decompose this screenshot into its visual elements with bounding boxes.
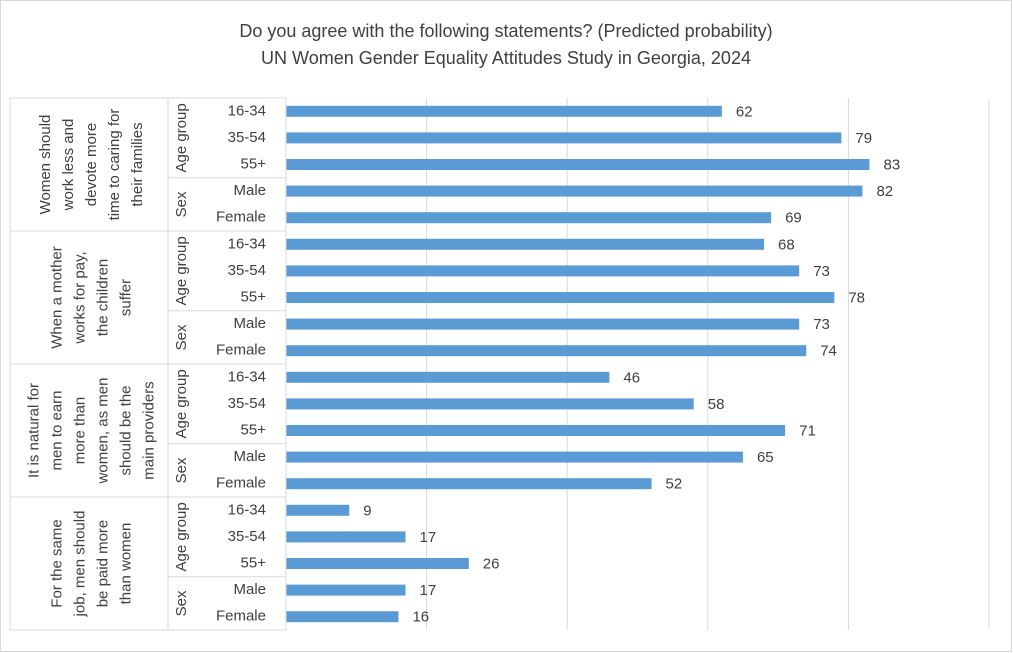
subgroup-label: Sex: [173, 191, 190, 217]
value-label: 16: [412, 609, 429, 626]
bar: [286, 132, 842, 144]
group-label: their families: [129, 122, 146, 206]
y-tick-label: 55+: [241, 554, 267, 571]
group-label: should be the: [117, 385, 134, 475]
subgroup-label: Sex: [173, 324, 190, 350]
bar: [286, 185, 863, 197]
bar: [286, 558, 469, 569]
value-label: 69: [785, 210, 802, 227]
y-tick-label: 16-34: [228, 501, 266, 518]
value-label: 71: [799, 422, 816, 439]
value-label: 83: [883, 156, 900, 173]
group-label: main providers: [140, 381, 157, 479]
bar: [286, 425, 786, 436]
group-label: women, as men: [94, 378, 111, 485]
group-label: Women should: [37, 115, 54, 215]
bar: [286, 105, 722, 117]
bar: [286, 292, 835, 303]
bar: [286, 318, 800, 330]
group-label: than women: [117, 523, 134, 605]
subgroup-label: Sex: [173, 590, 190, 616]
subgroup-label: Age group: [173, 369, 190, 438]
subgroup-label: Age group: [173, 236, 190, 305]
group-label: suffer: [117, 279, 134, 316]
value-label: 26: [483, 555, 500, 572]
group-label: When a mother: [48, 246, 65, 349]
y-tick-label: 16-34: [228, 368, 266, 385]
y-tick-label: Male: [233, 448, 266, 465]
value-label: 62: [736, 103, 753, 120]
y-tick-label: Female: [216, 209, 266, 226]
value-label: 79: [855, 130, 872, 147]
subgroup-label: Age group: [173, 502, 190, 571]
group-label: more than: [71, 397, 88, 465]
chart-subtitle: UN Women Gender Equality Attitudes Study…: [261, 48, 751, 68]
y-tick-label: Male: [233, 182, 266, 199]
group-label: devote more: [83, 123, 100, 206]
subgroup-label: Age group: [173, 103, 190, 172]
value-label: 46: [623, 369, 640, 386]
group-label: time to caring for: [106, 109, 123, 221]
value-label: 73: [813, 316, 830, 333]
value-label: 73: [813, 263, 830, 280]
value-label: 74: [820, 343, 837, 360]
y-tick-label: Male: [233, 315, 266, 332]
bar: [286, 159, 870, 170]
group-label: It is natural for: [25, 383, 42, 478]
group-label: the children: [94, 259, 111, 337]
y-tick-label: 35-54: [228, 395, 266, 412]
y-tick-label: Female: [216, 342, 266, 359]
group-label: works for pay,: [71, 251, 88, 344]
bar: [286, 478, 652, 490]
value-label: 82: [876, 183, 893, 200]
y-tick-label: 35-54: [228, 129, 266, 146]
group-label: job, men should: [71, 511, 88, 618]
group-label: work less and: [60, 119, 77, 212]
y-tick-label: 35-54: [228, 262, 266, 279]
bar: [286, 584, 406, 596]
y-tick-label: 35-54: [228, 528, 266, 545]
bar: [286, 371, 610, 383]
bar: [286, 265, 800, 277]
value-label: 52: [666, 476, 683, 493]
value-label: 17: [420, 582, 437, 599]
y-tick-label: Male: [233, 581, 266, 598]
value-label: 9: [363, 502, 371, 519]
bar: [286, 398, 694, 410]
y-tick-label: 55+: [241, 155, 267, 172]
bar: [286, 238, 765, 250]
value-label: 17: [420, 529, 437, 546]
bar: [286, 212, 772, 224]
group-label: men to earn: [48, 390, 65, 470]
subgroup-label: Sex: [173, 457, 190, 483]
bar: [286, 345, 807, 357]
bar: [286, 611, 399, 623]
bar: [286, 451, 743, 463]
value-label: 58: [708, 396, 725, 413]
chart-title: Do you agree with the following statemen…: [239, 21, 772, 41]
value-label: 68: [778, 236, 795, 253]
value-label: 65: [757, 449, 774, 466]
y-tick-label: 55+: [241, 421, 267, 438]
y-tick-label: Female: [216, 475, 266, 492]
group-label: be paid more: [94, 520, 111, 608]
y-tick-label: 55+: [241, 288, 267, 305]
group-label: For the same: [48, 519, 65, 607]
bar: [286, 504, 350, 516]
y-tick-label: 16-34: [228, 102, 266, 119]
value-label: 78: [848, 289, 865, 306]
y-tick-label: Female: [216, 608, 266, 625]
y-tick-label: 16-34: [228, 235, 266, 252]
bar: [286, 531, 406, 543]
